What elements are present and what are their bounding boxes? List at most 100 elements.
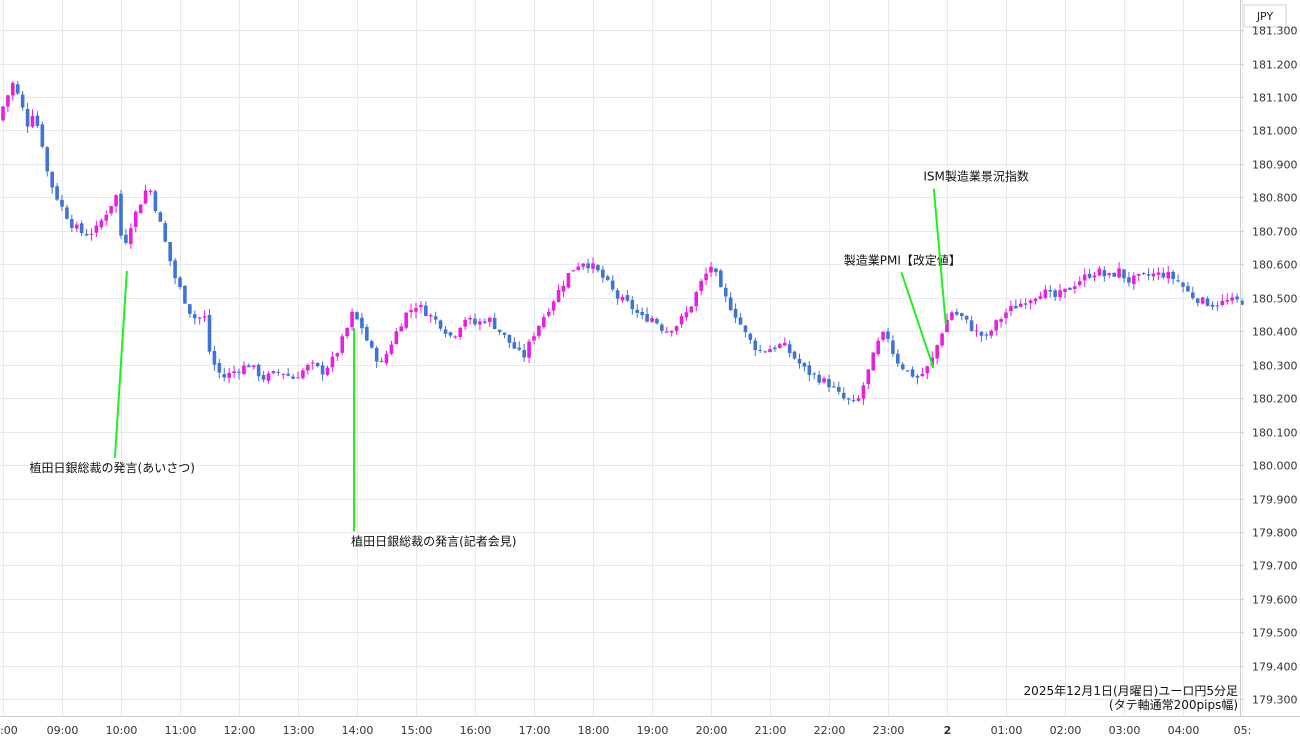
x-tick-label: 17:00 [519, 724, 551, 737]
candle-body [1161, 272, 1166, 278]
candle-body [773, 347, 777, 350]
candle-body [355, 312, 359, 320]
candle-body [79, 223, 84, 234]
candle-body [1077, 281, 1082, 286]
candle-body [55, 186, 59, 200]
candle-body [404, 312, 408, 328]
candle-body [645, 314, 649, 322]
candle-body [94, 225, 99, 233]
candle-body [522, 350, 526, 358]
candle-body [684, 312, 689, 318]
candle-body [714, 268, 718, 273]
candle-body [232, 371, 236, 374]
candle-body [124, 234, 128, 243]
candle-body [1073, 286, 1077, 289]
currency-label: JPY [1256, 10, 1274, 23]
candle-body [291, 376, 295, 379]
candle-body [443, 329, 448, 334]
candle-body [65, 207, 69, 219]
candle-body [340, 336, 345, 353]
candle-body [119, 193, 123, 236]
candle-body [517, 347, 522, 350]
candle-body [846, 398, 851, 400]
candle-body [753, 340, 758, 351]
x-tick-label: 09:00 [47, 724, 79, 737]
candle-body [335, 353, 340, 357]
candle-body [20, 94, 25, 108]
candle-body [374, 347, 379, 362]
candle-body [497, 329, 502, 333]
candle-body [424, 305, 428, 317]
candle-body [532, 336, 536, 341]
y-tick-label: 180.700 [1252, 226, 1298, 239]
candle-body [281, 373, 286, 375]
candle-body [320, 365, 325, 375]
candle-body [473, 318, 477, 325]
candle-body [1171, 271, 1175, 280]
candle-body [384, 353, 389, 364]
annotation-pointer [113, 270, 128, 458]
candle-body [763, 351, 767, 353]
candle-body [158, 212, 163, 222]
candle-body [964, 315, 969, 320]
candle-body [610, 280, 615, 290]
candle-body [900, 364, 905, 370]
candle-body [369, 341, 374, 348]
candle-body [856, 398, 861, 401]
candle-body [581, 263, 585, 267]
candle-body [1132, 275, 1136, 284]
candle-body [70, 219, 74, 228]
candle-body [704, 273, 708, 281]
candle-body [955, 311, 959, 315]
candle-body [330, 356, 335, 368]
candle-body [792, 351, 797, 359]
candle-body [723, 287, 728, 297]
candle-body [591, 263, 595, 269]
annotation-label: 製造業PMI【改定値】 [844, 252, 961, 267]
candle-body [1220, 300, 1225, 305]
candle-body [266, 373, 271, 381]
candle-body [1210, 304, 1215, 307]
candle-body [1092, 275, 1097, 278]
candle-body [812, 373, 817, 375]
x-tick-label: 15:00 [401, 724, 433, 737]
candle-body [782, 342, 787, 346]
candle-body [419, 304, 423, 308]
candle-body [635, 309, 640, 313]
y-tick-label: 179.800 [1252, 527, 1298, 540]
candle-body [207, 314, 212, 352]
candle-body [527, 341, 531, 358]
annotations: 植田日銀総裁の発言(あいさつ) 植田日銀総裁の発言(記者会見) 製造業PMI【改定値… [30, 169, 1029, 549]
candle-body [365, 326, 369, 341]
candle-body [1063, 288, 1067, 292]
candle-body [1200, 297, 1205, 304]
candle-body [748, 333, 753, 340]
candle-body [861, 385, 866, 399]
candle-body [192, 314, 197, 319]
candle-body [1087, 273, 1092, 278]
candle-body [866, 369, 871, 384]
currency-box [1243, 4, 1287, 28]
candle-body [468, 317, 472, 320]
candle-body [30, 115, 35, 127]
candle-body [222, 374, 227, 378]
candle-body [989, 330, 994, 336]
candle-body [433, 316, 438, 320]
candle-body [45, 147, 50, 172]
candle-body [891, 340, 895, 354]
candle-body [674, 325, 679, 331]
candle-body [379, 361, 384, 363]
candle-body [458, 327, 463, 337]
x-tick-label: 12:00 [224, 724, 256, 737]
y-tick-label: 179.700 [1252, 560, 1298, 573]
candle-body [601, 269, 605, 278]
candle-body [487, 317, 492, 323]
x-tick-label: 20:00 [696, 724, 728, 737]
candle-body [168, 242, 172, 262]
time-axis: :00 09:00 10:00 11:00 12:00 13:00 14:00 15:00 16… [0, 724, 1251, 737]
candle-body [630, 299, 635, 310]
candle-body [306, 364, 310, 371]
y-tick-label: 181.300 [1252, 25, 1298, 38]
candle-body [84, 233, 89, 236]
x-tick-label: 10:00 [106, 724, 138, 737]
